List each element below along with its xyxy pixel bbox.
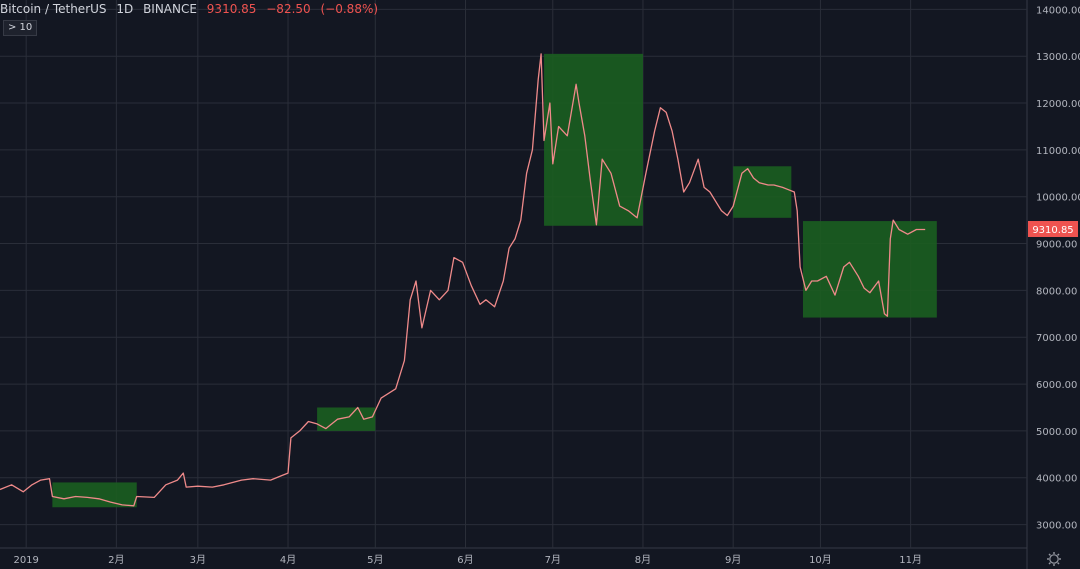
time-tick-label: 2019 — [13, 555, 38, 566]
exchange-label: BINANCE — [143, 2, 197, 16]
price-tick-label: 4000.00 — [1036, 474, 1077, 485]
symbol-title[interactable]: Bitcoin / TetherUS — [0, 2, 107, 16]
time-tick-label: 6月 — [457, 554, 473, 566]
price-series — [0, 53, 926, 507]
indicator-collapse-badge[interactable]: > 10 — [3, 20, 38, 36]
time-tick-label: 11月 — [899, 554, 922, 566]
last-price-tag — [1028, 220, 1078, 237]
time-tick-label: 2月 — [108, 554, 124, 566]
price-tick-label: 9000.00 — [1036, 240, 1077, 251]
highlight-boxes — [52, 53, 937, 508]
interval-label[interactable]: 1D — [116, 2, 134, 16]
price-tick-label: 10000.00 — [1036, 193, 1080, 204]
price-tick-label: 3000.00 — [1036, 521, 1077, 532]
time-tick-label: 3月 — [190, 554, 206, 566]
price-tick-label: 11000.00 — [1036, 146, 1080, 157]
time-tick-label: 8月 — [635, 554, 651, 566]
time-axis[interactable]: 2019 2月 3月 4月 5月 6月 7月 8月 9月 10月 11月 — [13, 554, 922, 566]
highlight-box — [52, 482, 137, 508]
price-tick-label: 6000.00 — [1036, 380, 1077, 391]
price-tick-label: 7000.00 — [1036, 333, 1077, 344]
time-tick-label: 5月 — [367, 554, 383, 566]
highlight-box — [317, 407, 376, 431]
price-tick-label: 8000.00 — [1036, 286, 1077, 297]
price-tick-label: 14000.00 — [1036, 5, 1080, 16]
price-change: −82.50 — [266, 2, 311, 16]
price-axis[interactable]: 3000.00 4000.00 5000.00 6000.00 7000.00 8000.… — [1036, 5, 1080, 531]
last-price-tag-label: 9310.85 — [1032, 225, 1073, 236]
time-tick-label: 7月 — [545, 554, 561, 566]
time-tick-label: 10月 — [809, 554, 832, 566]
price-tick-label: 12000.00 — [1036, 99, 1080, 110]
symbol-header: Bitcoin / TetherUS 1D BINANCE 9310.85 −8… — [0, 2, 384, 16]
price-change-percent: (−0.88%) — [320, 2, 379, 16]
highlight-box — [544, 53, 643, 226]
price-line — [0, 53, 926, 507]
time-tick-label: 9月 — [725, 554, 741, 566]
last-price-value: 9310.85 — [206, 2, 257, 16]
gear-icon[interactable] — [1047, 552, 1061, 566]
highlight-box — [802, 221, 937, 318]
last-price-marker: 9310.85 — [1028, 220, 1078, 237]
time-tick-label: 4月 — [280, 554, 296, 566]
price-tick-label: 13000.00 — [1036, 52, 1080, 63]
highlight-box — [733, 166, 792, 218]
price-tick-label: 5000.00 — [1036, 427, 1077, 438]
